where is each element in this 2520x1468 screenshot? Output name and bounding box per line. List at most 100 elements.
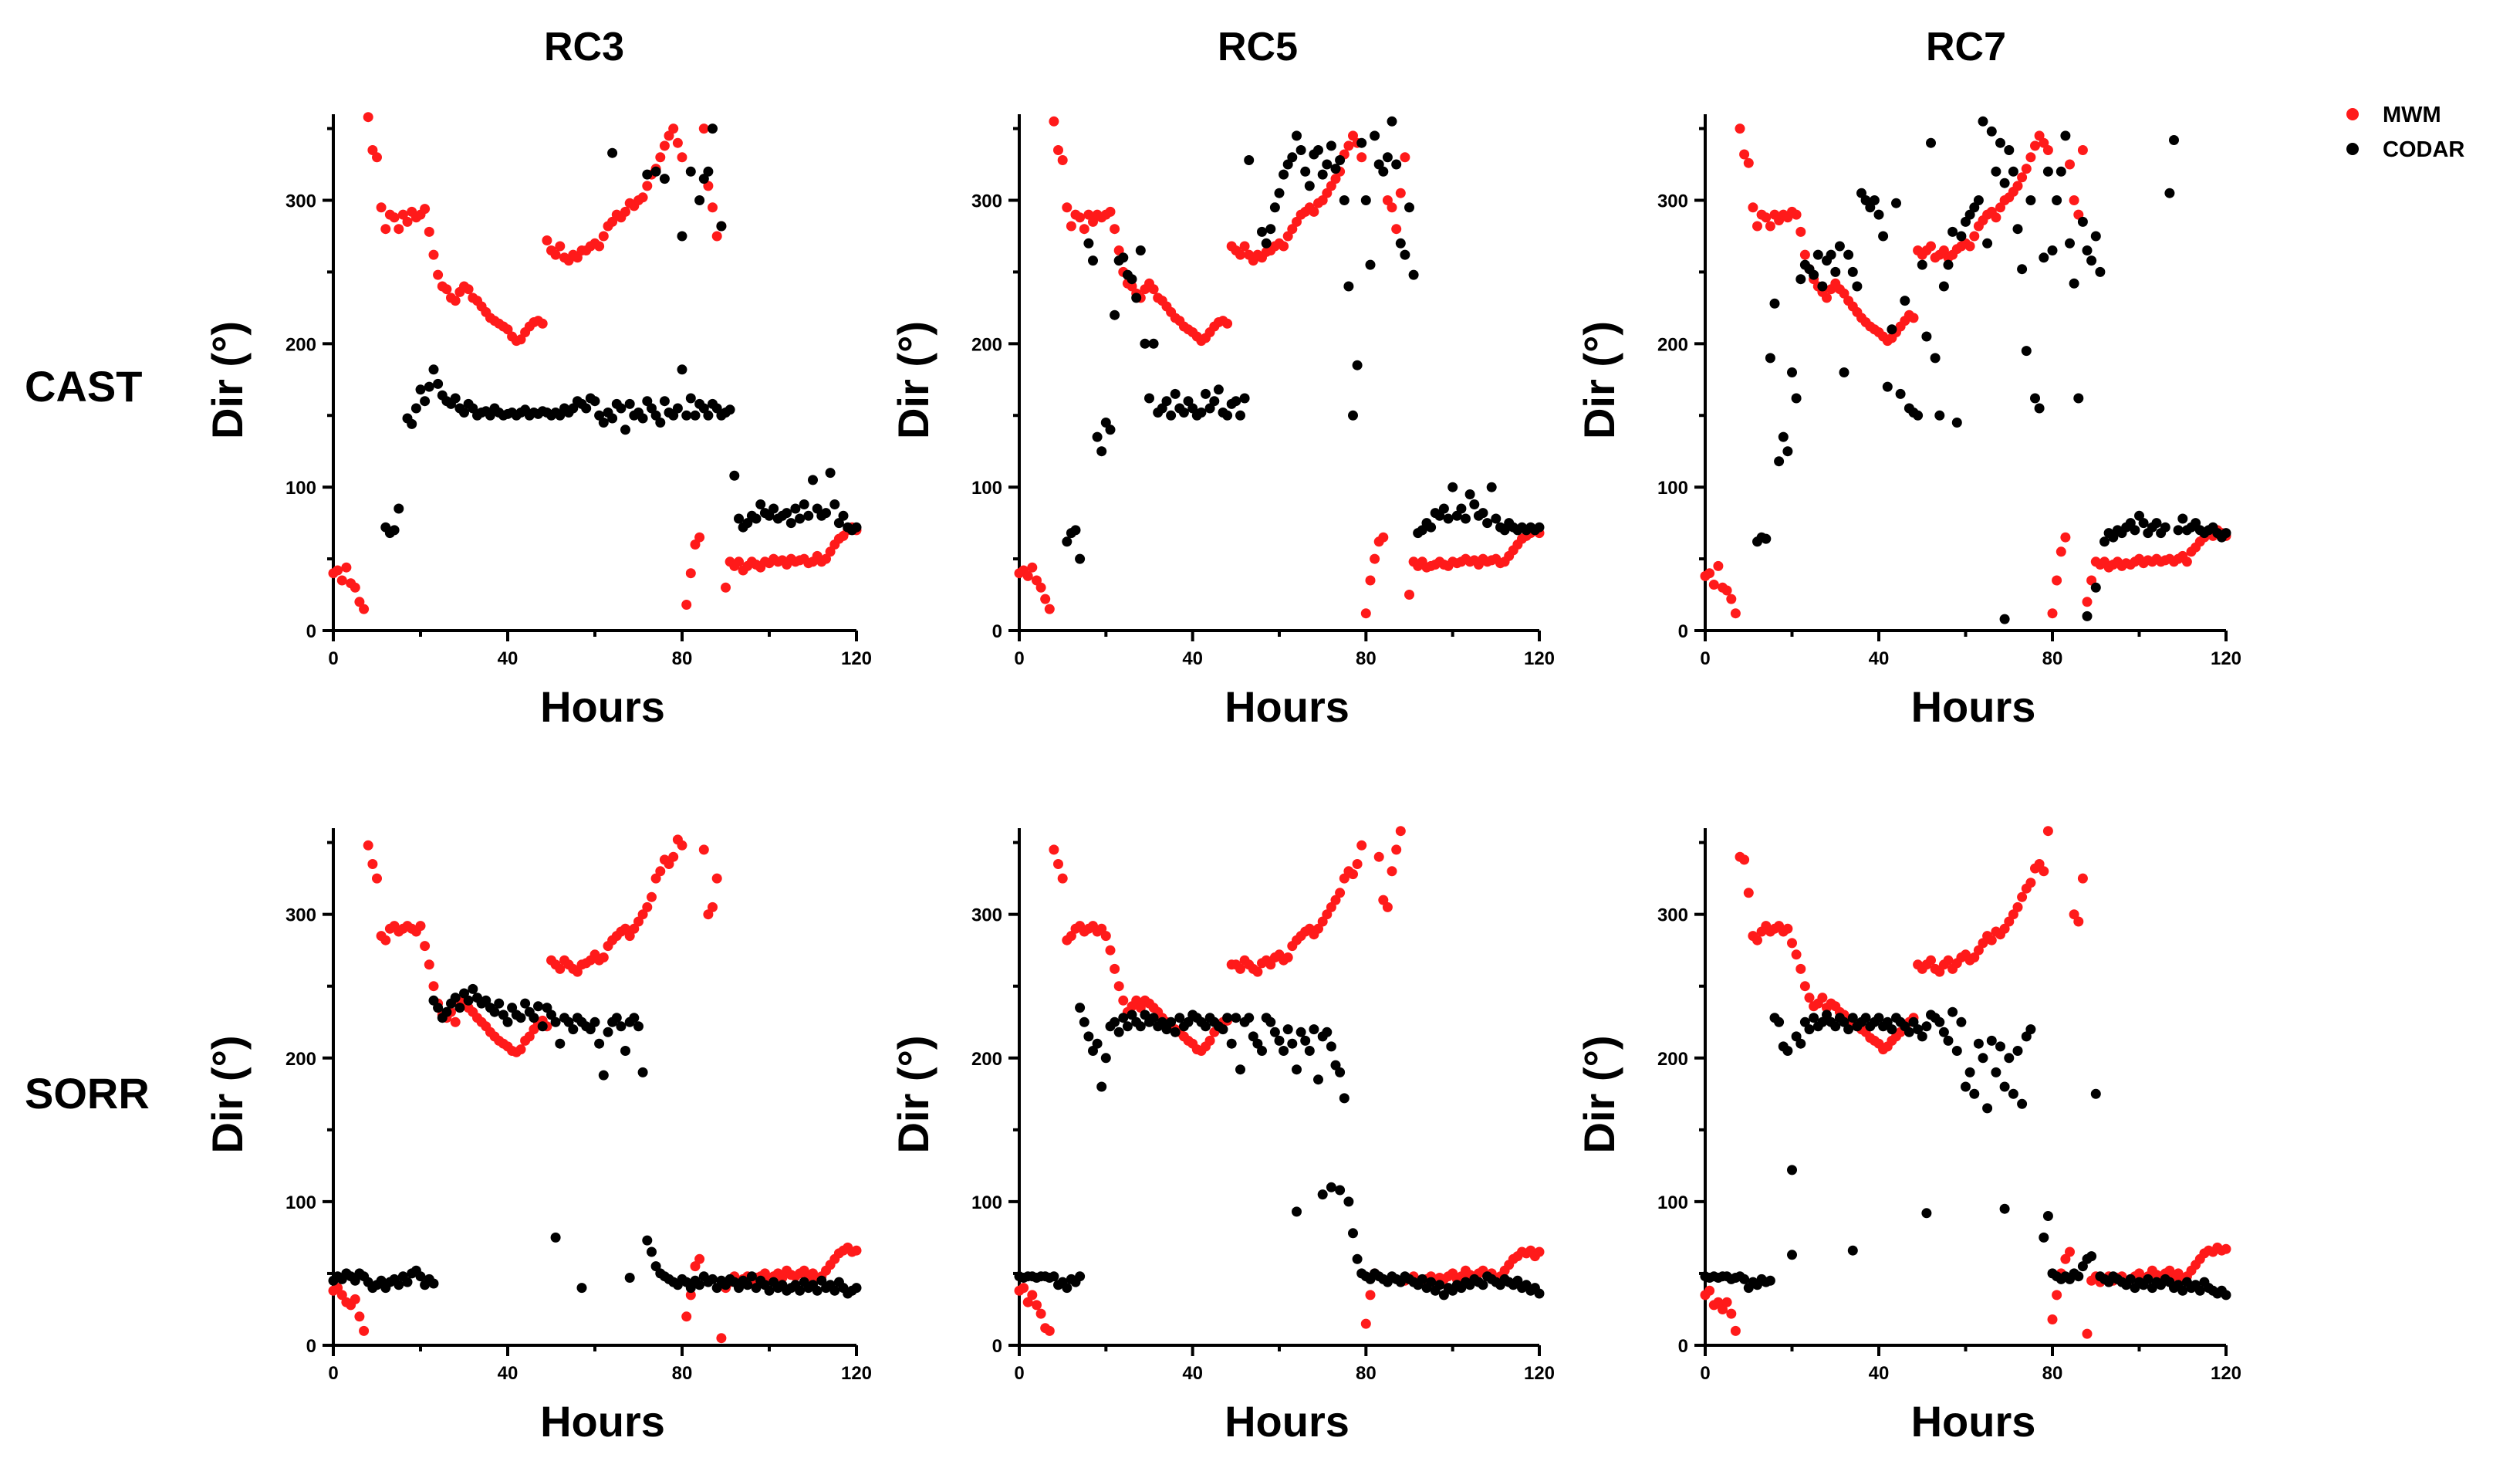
data-point-mwm	[1022, 570, 1033, 581]
data-point-codar	[1257, 1046, 1267, 1056]
data-point-codar	[1166, 1016, 1177, 1027]
x-tick-label: 80	[1356, 1363, 1377, 1384]
data-point-codar	[1478, 508, 1488, 519]
data-point-mwm	[1986, 935, 1997, 945]
data-point-mwm	[1040, 594, 1051, 604]
data-point-mwm	[2025, 152, 2036, 163]
data-point-codar	[428, 364, 439, 375]
data-point-mwm	[1049, 116, 1059, 127]
data-point-mwm	[1991, 212, 2001, 223]
data-point-codar	[1304, 1046, 1315, 1056]
data-point-codar	[734, 513, 744, 524]
data-point-mwm	[1110, 224, 1120, 235]
data-point-codar	[1244, 155, 1255, 165]
data-point-codar	[1370, 130, 1380, 141]
data-point-codar	[1443, 513, 1454, 524]
data-point-codar	[821, 508, 831, 519]
y-tick-label: 100	[971, 1192, 1002, 1213]
y-tick-label: 0	[992, 1336, 1002, 1357]
data-point-codar	[589, 396, 600, 407]
x-tick-label: 0	[1014, 648, 1024, 669]
data-point-codar	[637, 413, 648, 424]
data-point-codar	[2004, 1053, 2015, 1064]
data-point-codar	[1408, 269, 1419, 280]
data-point-codar	[415, 1271, 426, 1282]
data-point-codar	[415, 384, 426, 395]
data-point-codar	[1170, 388, 1181, 399]
data-point-mwm	[2012, 181, 2023, 191]
data-point-codar	[1822, 1010, 1832, 1020]
data-point-codar	[1170, 1027, 1181, 1037]
y-tick-label: 0	[306, 621, 316, 642]
data-point-codar	[1313, 145, 1323, 155]
data-point-codar	[1209, 396, 1220, 407]
data-point-mwm	[1739, 854, 1750, 865]
data-point-codar	[1196, 408, 1207, 418]
data-point-codar	[1761, 533, 1772, 544]
data-point-codar	[546, 1010, 556, 1020]
data-point-codar	[1795, 1038, 1806, 1049]
panel-sorr-rc7: 0 100 200 300 0 40 80 120 Hours Dir (°)	[1575, 826, 2241, 1446]
data-point-mwm	[2073, 916, 2084, 927]
data-point-codar	[642, 1235, 653, 1246]
data-point-codar	[529, 1013, 539, 1023]
data-point-codar	[1995, 1041, 2005, 1052]
data-point-mwm	[359, 604, 370, 614]
series-codar	[328, 983, 862, 1299]
data-point-codar	[768, 503, 779, 514]
data-point-mwm	[2069, 909, 2079, 920]
data-point-codar	[1913, 1024, 1924, 1035]
data-point-codar	[838, 510, 849, 521]
data-point-codar	[751, 1283, 762, 1294]
data-point-codar	[433, 1003, 444, 1013]
data-point-codar	[1075, 1003, 1086, 1013]
data-point-codar	[1257, 226, 1267, 237]
x-tick-label: 80	[2042, 1363, 2063, 1384]
data-point-codar	[1213, 384, 1224, 395]
x-tick-label: 40	[1869, 1363, 1890, 1384]
data-point-codar	[1878, 231, 1889, 242]
data-point-mwm	[2052, 1290, 2062, 1301]
data-point-mwm	[555, 963, 566, 974]
data-point-mwm	[677, 840, 687, 851]
data-point-codar	[576, 1283, 587, 1294]
data-point-codar	[1113, 1027, 1124, 1037]
data-point-mwm	[1387, 866, 1397, 877]
data-point-codar	[1222, 1013, 1233, 1023]
data-point-mwm	[598, 231, 609, 242]
data-point-codar	[2042, 1211, 2053, 1221]
data-point-mwm	[1079, 224, 1089, 235]
data-point-mwm	[1360, 608, 1371, 619]
data-point-codar	[668, 410, 679, 421]
data-point-mwm	[1365, 1290, 1376, 1301]
data-point-mwm	[1743, 157, 1754, 168]
data-point-codar	[620, 425, 630, 435]
data-point-codar	[616, 1021, 627, 1032]
data-point-codar	[468, 983, 478, 994]
data-point-codar	[1075, 1271, 1086, 1282]
data-point-mwm	[1062, 202, 1073, 213]
data-point-codar	[1062, 536, 1073, 547]
data-point-mwm	[428, 981, 439, 992]
data-point-mwm	[1926, 241, 1936, 252]
data-point-codar	[1062, 1283, 1073, 1294]
series-codar	[1062, 116, 1545, 564]
data-point-codar	[2164, 188, 2175, 198]
data-point-codar	[1326, 140, 1336, 151]
column-title-rc7: RC7	[1926, 25, 2006, 69]
data-point-mwm	[629, 923, 640, 934]
data-point-codar	[1991, 166, 2001, 177]
data-point-mwm	[620, 206, 630, 217]
data-point-mwm	[424, 959, 434, 970]
data-point-mwm	[851, 1245, 862, 1256]
y-axis-title: Dir (°)	[1575, 1035, 1623, 1153]
data-point-mwm	[1222, 318, 1233, 329]
row-title-sorr: SORR	[25, 1069, 150, 1118]
x-axis-title: Hours	[1225, 682, 1350, 731]
data-point-codar	[1183, 1016, 1194, 1027]
series-mwm	[1014, 116, 1545, 619]
data-point-mwm	[1817, 993, 1828, 1003]
data-point-mwm	[1726, 1308, 1737, 1319]
data-point-codar	[611, 1013, 622, 1023]
data-point-mwm	[2069, 195, 2079, 205]
